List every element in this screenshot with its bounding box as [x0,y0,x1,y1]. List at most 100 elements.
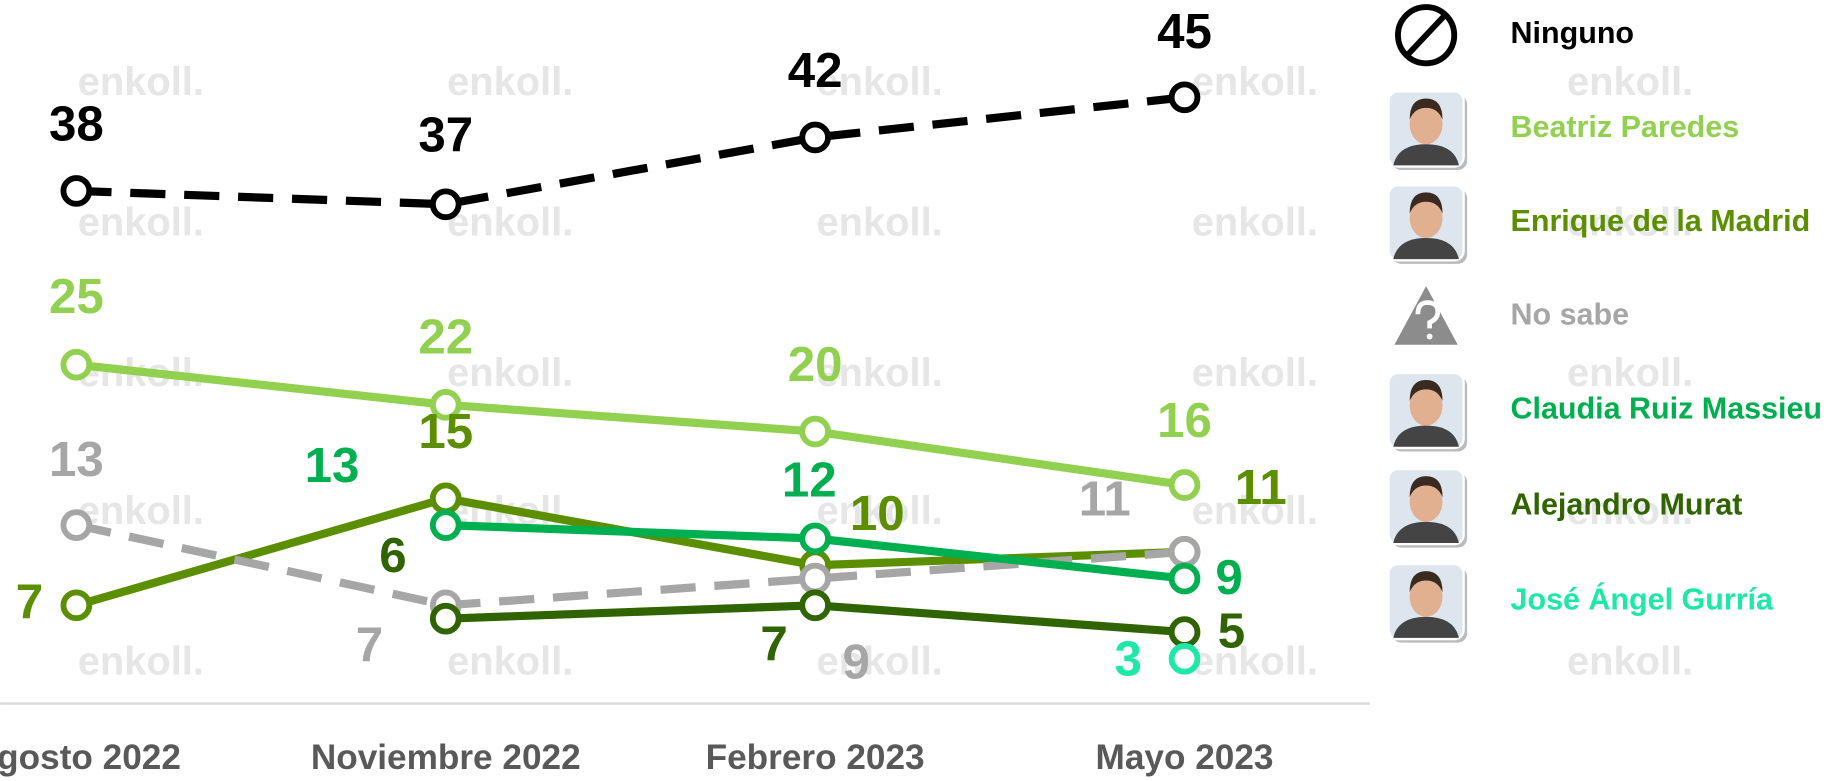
legend-icon [1395,4,1458,67]
marker [429,482,462,515]
marker [1168,642,1201,675]
legend-icon [1394,286,1458,345]
marker [429,388,462,421]
x-tick-label: Noviembre 2022 [311,738,581,777]
legend-icon [1415,300,1441,329]
data-label: 3 [1115,631,1142,686]
marker [1168,536,1201,568]
data-label: 22 [418,309,473,364]
data-label: 5 [1218,603,1245,658]
watermark: enkoll. [1567,201,1693,245]
marker [799,562,831,595]
data-label: 13 [49,432,104,487]
legend-photo-body [1393,521,1459,543]
legend-photo-hair [1409,379,1443,402]
data-label: 9 [1215,550,1242,605]
marker [60,509,93,541]
data-label: 38 [49,97,104,152]
watermark: enkoll. [78,60,204,104]
x-tick-label: Agosto 2022 [0,738,181,777]
series-line [75,521,1185,610]
data-label: 45 [1157,4,1212,59]
watermark: enkoll. [447,60,573,104]
data-label: 11 [1079,472,1131,527]
watermark: enkoll. [1192,201,1318,245]
marker [1168,562,1201,595]
marker [1168,81,1201,114]
marker [429,509,462,541]
legend-photo-face [1409,104,1443,145]
data-label: 12 [782,452,837,507]
marker [799,522,831,555]
data-label: 10 [850,486,905,541]
marker [60,589,93,622]
data-label: 11 [1235,460,1287,515]
legend-photo-hair [1409,571,1443,593]
marker [799,589,831,622]
watermark: enkoll. [816,489,942,533]
watermark: enkoll. [816,60,942,104]
legend-photo-face [1409,576,1443,617]
data-label: 25 [49,269,104,324]
legend: Ninguno Beatriz Paredes Enrique de la Madr… [1387,4,1823,643]
marker [799,415,831,448]
marker [1168,616,1201,648]
data-label: 13 [305,438,360,493]
watermark: enkoll. [78,639,204,683]
legend-icon [1405,13,1447,58]
data-label: 6 [379,528,406,583]
watermark: enkoll. [447,351,573,395]
watermarks: enkoll. enkoll. enkoll. enkoll. enkoll. enkol… [78,60,1694,683]
legend-photo-body [1393,144,1459,166]
data-label: 9 [842,634,869,689]
marker [60,348,93,381]
watermark: enkoll. [1192,639,1318,683]
data-label: 37 [418,108,473,163]
marker [799,121,831,154]
marker [1168,469,1201,501]
legend-photo-face [1409,198,1443,239]
marker [429,188,462,221]
marker [429,602,462,635]
data-label: 20 [788,337,843,392]
watermark: enkoll. [1567,60,1693,104]
legend-photo-face [1409,481,1443,522]
watermark: enkoll. [816,351,942,395]
watermark: enkoll. [78,201,204,245]
plot-area: Agosto 2022 Noviembre 2022 Febrero 2023 May… [0,4,1287,777]
data-label: 7 [760,617,787,672]
legend-label: Claudia Ruiz Massieu [1511,391,1823,425]
data-label: 16 [1157,393,1212,448]
x-tick-label: Febrero 2023 [706,738,925,777]
watermark: enkoll. [1192,351,1318,395]
watermark: enkoll. [1192,60,1318,104]
series-line [76,93,1185,209]
data-label: 7 [16,574,43,629]
legend-label: Beatriz Paredes [1511,110,1740,144]
legend-photo-face [1409,385,1443,426]
watermark: enkoll. [816,639,942,683]
legend-label: José Ángel Gurría [1511,582,1775,617]
watermark: enkoll. [447,639,573,683]
legend-photo-hair [1409,476,1443,498]
watermark: enkoll. [447,201,573,245]
watermark: enkoll. [1567,489,1693,533]
legend-label: Enrique de la Madrid [1511,204,1811,238]
x-tick-label: Mayo 2023 [1096,738,1274,777]
legend-photo-body [1393,238,1459,260]
legend-photo-body [1393,425,1459,447]
data-label: 15 [418,404,473,459]
marker [60,175,93,207]
watermark: enkoll. [1192,489,1318,533]
legend-label: Alejandro Murat [1511,488,1743,522]
data-label: 7 [356,618,383,673]
legend-label: Ninguno [1511,16,1635,50]
series-line [72,360,1189,490]
legend-icon [1426,333,1433,340]
watermark: enkoll. [1567,351,1693,395]
legend-label: No sabe [1511,298,1630,332]
legend-photo-body [1393,616,1459,638]
watermark: enkoll. [816,201,942,245]
